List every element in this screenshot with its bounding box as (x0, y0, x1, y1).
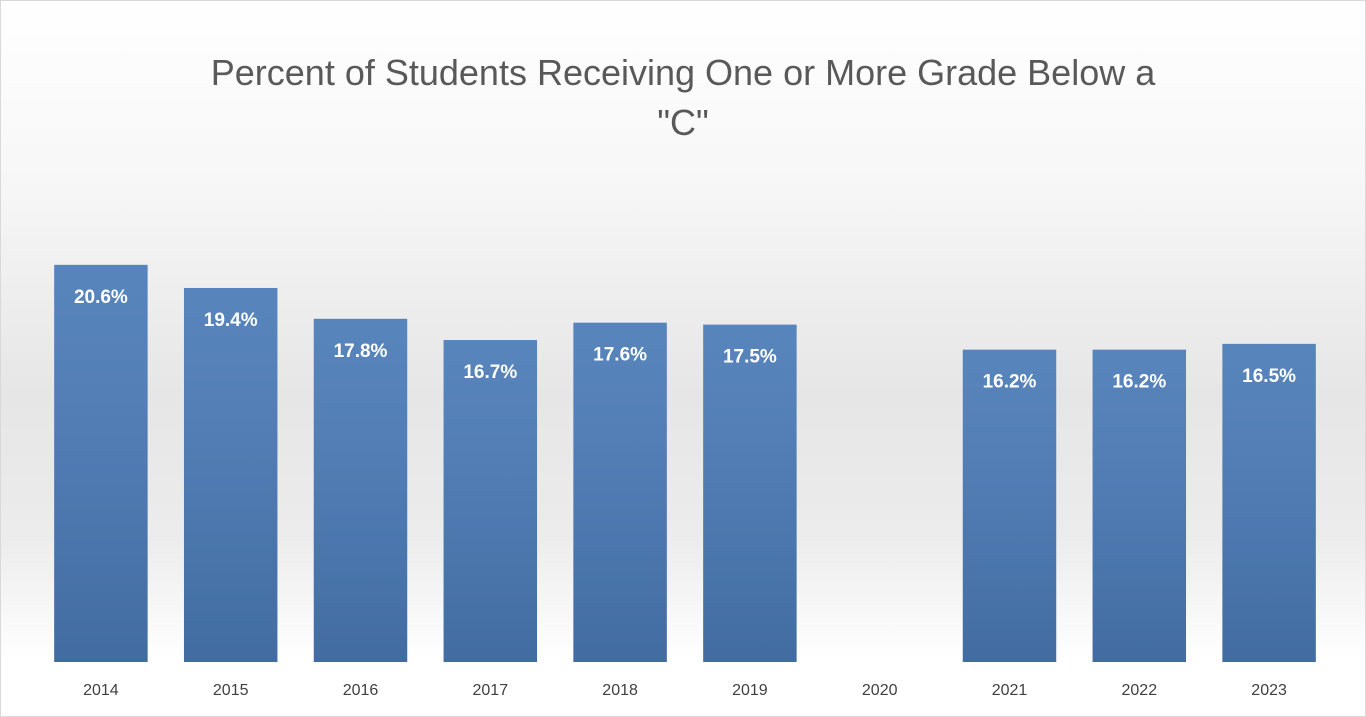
data-label: 17.6% (593, 345, 647, 366)
x-tick-label: 2019 (732, 682, 768, 699)
data-label: 17.5% (723, 347, 777, 368)
x-tick-label: 2022 (1122, 682, 1158, 699)
bar-shade (703, 324, 797, 662)
bar-shade (962, 349, 1057, 662)
data-label: 17.8% (334, 341, 388, 362)
x-tick-label: 2014 (83, 682, 119, 699)
bar-shade (313, 318, 408, 662)
x-tick-label: 2020 (862, 682, 898, 699)
data-label: 19.4% (204, 310, 258, 331)
bar-shade (1092, 349, 1187, 662)
data-label: 20.6% (74, 287, 128, 308)
bar-shade (54, 264, 148, 662)
data-label: 16.2% (1112, 372, 1166, 393)
data-label: 16.5% (1242, 366, 1296, 387)
x-tick-label: 2021 (992, 682, 1028, 699)
data-label: 16.7% (463, 362, 517, 383)
x-tick-label: 2023 (1251, 682, 1287, 699)
chart-title: Percent of Students Receiving One or Mor… (210, 52, 1156, 143)
x-tick-label: 2016 (343, 682, 379, 699)
data-label: 16.2% (983, 372, 1037, 393)
bar-shade (573, 322, 667, 662)
x-tick-label: 2017 (473, 682, 509, 699)
x-tick-label: 2018 (602, 682, 638, 699)
bar-shade (183, 287, 278, 662)
bar-shade (1222, 343, 1316, 662)
bar-shade (443, 340, 538, 662)
x-tick-label: 2015 (213, 682, 249, 699)
